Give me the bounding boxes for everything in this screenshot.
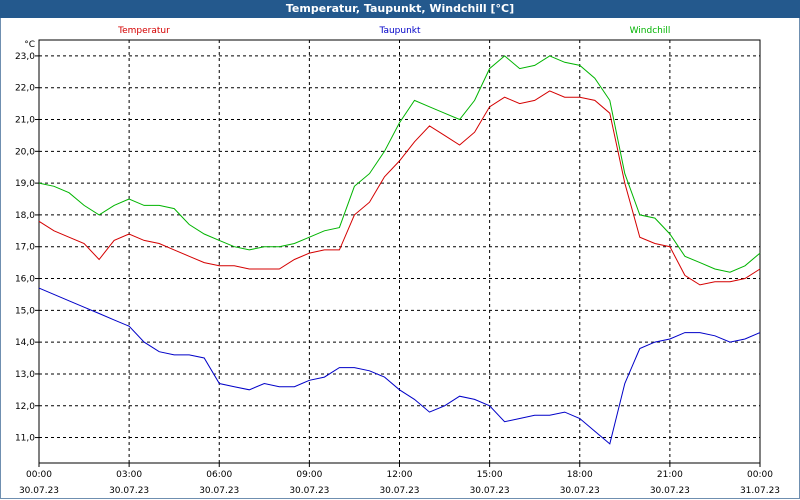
y-tick-label: 18,0 [15, 211, 35, 221]
legend: Temperatur Taupunkt Windchill [117, 26, 670, 36]
plot-area-border [38, 39, 761, 464]
x-tick-time: 03:00 [116, 470, 142, 480]
y-tick-label: 20,0 [15, 147, 35, 157]
y-tick-label: 15,0 [15, 306, 35, 316]
x-tick-time: 00:00 [747, 470, 773, 480]
legend-label-taupunkt: Taupunkt [378, 26, 421, 36]
y-tick-label: 13,0 [15, 370, 35, 380]
x-tick-date: 30.07.23 [470, 486, 510, 496]
grid-lines [39, 40, 760, 463]
x-tick-time: 00:00 [26, 470, 52, 480]
legend-label-temperatur: Temperatur [117, 26, 170, 36]
y-tick-label: 23,0 [15, 52, 35, 62]
chart-title: Temperatur, Taupunkt, Windchill [°C] [0, 0, 800, 18]
x-tick-time: 18:00 [567, 470, 593, 480]
x-tick-date: 30.07.23 [19, 486, 59, 496]
y-tick-label: 19,0 [15, 179, 35, 189]
x-tick-date: 30.07.23 [289, 486, 329, 496]
y-tick-label: 16,0 [15, 275, 35, 285]
x-tick-time: 12:00 [387, 470, 413, 480]
x-tick-date: 30.07.23 [109, 486, 149, 496]
y-tick-labels: 23,0 22,0 21,0 20,0 19,0 18,0 17,0 16,0 15,0 14,0… [15, 40, 35, 444]
series-lines [38, 55, 761, 445]
x-tick-date: 31.07.23 [740, 486, 780, 496]
y-tick-label: 17,0 [15, 243, 35, 253]
x-tick-time: 09:00 [296, 470, 322, 480]
legend-label-windchill: Windchill [630, 26, 671, 36]
y-tick-label: 14,0 [15, 338, 35, 348]
series-line-temperatur [38, 90, 761, 286]
series-line-windchill [38, 55, 761, 273]
x-tick-labels: 00:00 30.07.23 03:00 30.07.23 06:00 30.07.23 0… [19, 470, 780, 496]
y-axis-unit: °C [24, 40, 35, 50]
x-tick-time: 15:00 [477, 470, 503, 480]
x-tick-time: 21:00 [657, 470, 683, 480]
y-tick-label: 11,0 [15, 434, 35, 444]
x-tick-date: 30.07.23 [379, 486, 419, 496]
axes [35, 39, 761, 467]
y-tick-label: 21,0 [15, 116, 35, 126]
x-tick-date: 30.07.23 [560, 486, 600, 496]
x-tick-date: 30.07.23 [650, 486, 690, 496]
series-line-taupunkt [38, 287, 761, 445]
y-tick-label: 22,0 [15, 84, 35, 94]
x-tick-time: 06:00 [206, 470, 232, 480]
x-tick-date: 30.07.23 [199, 486, 239, 496]
y-tick-label: 12,0 [15, 402, 35, 412]
